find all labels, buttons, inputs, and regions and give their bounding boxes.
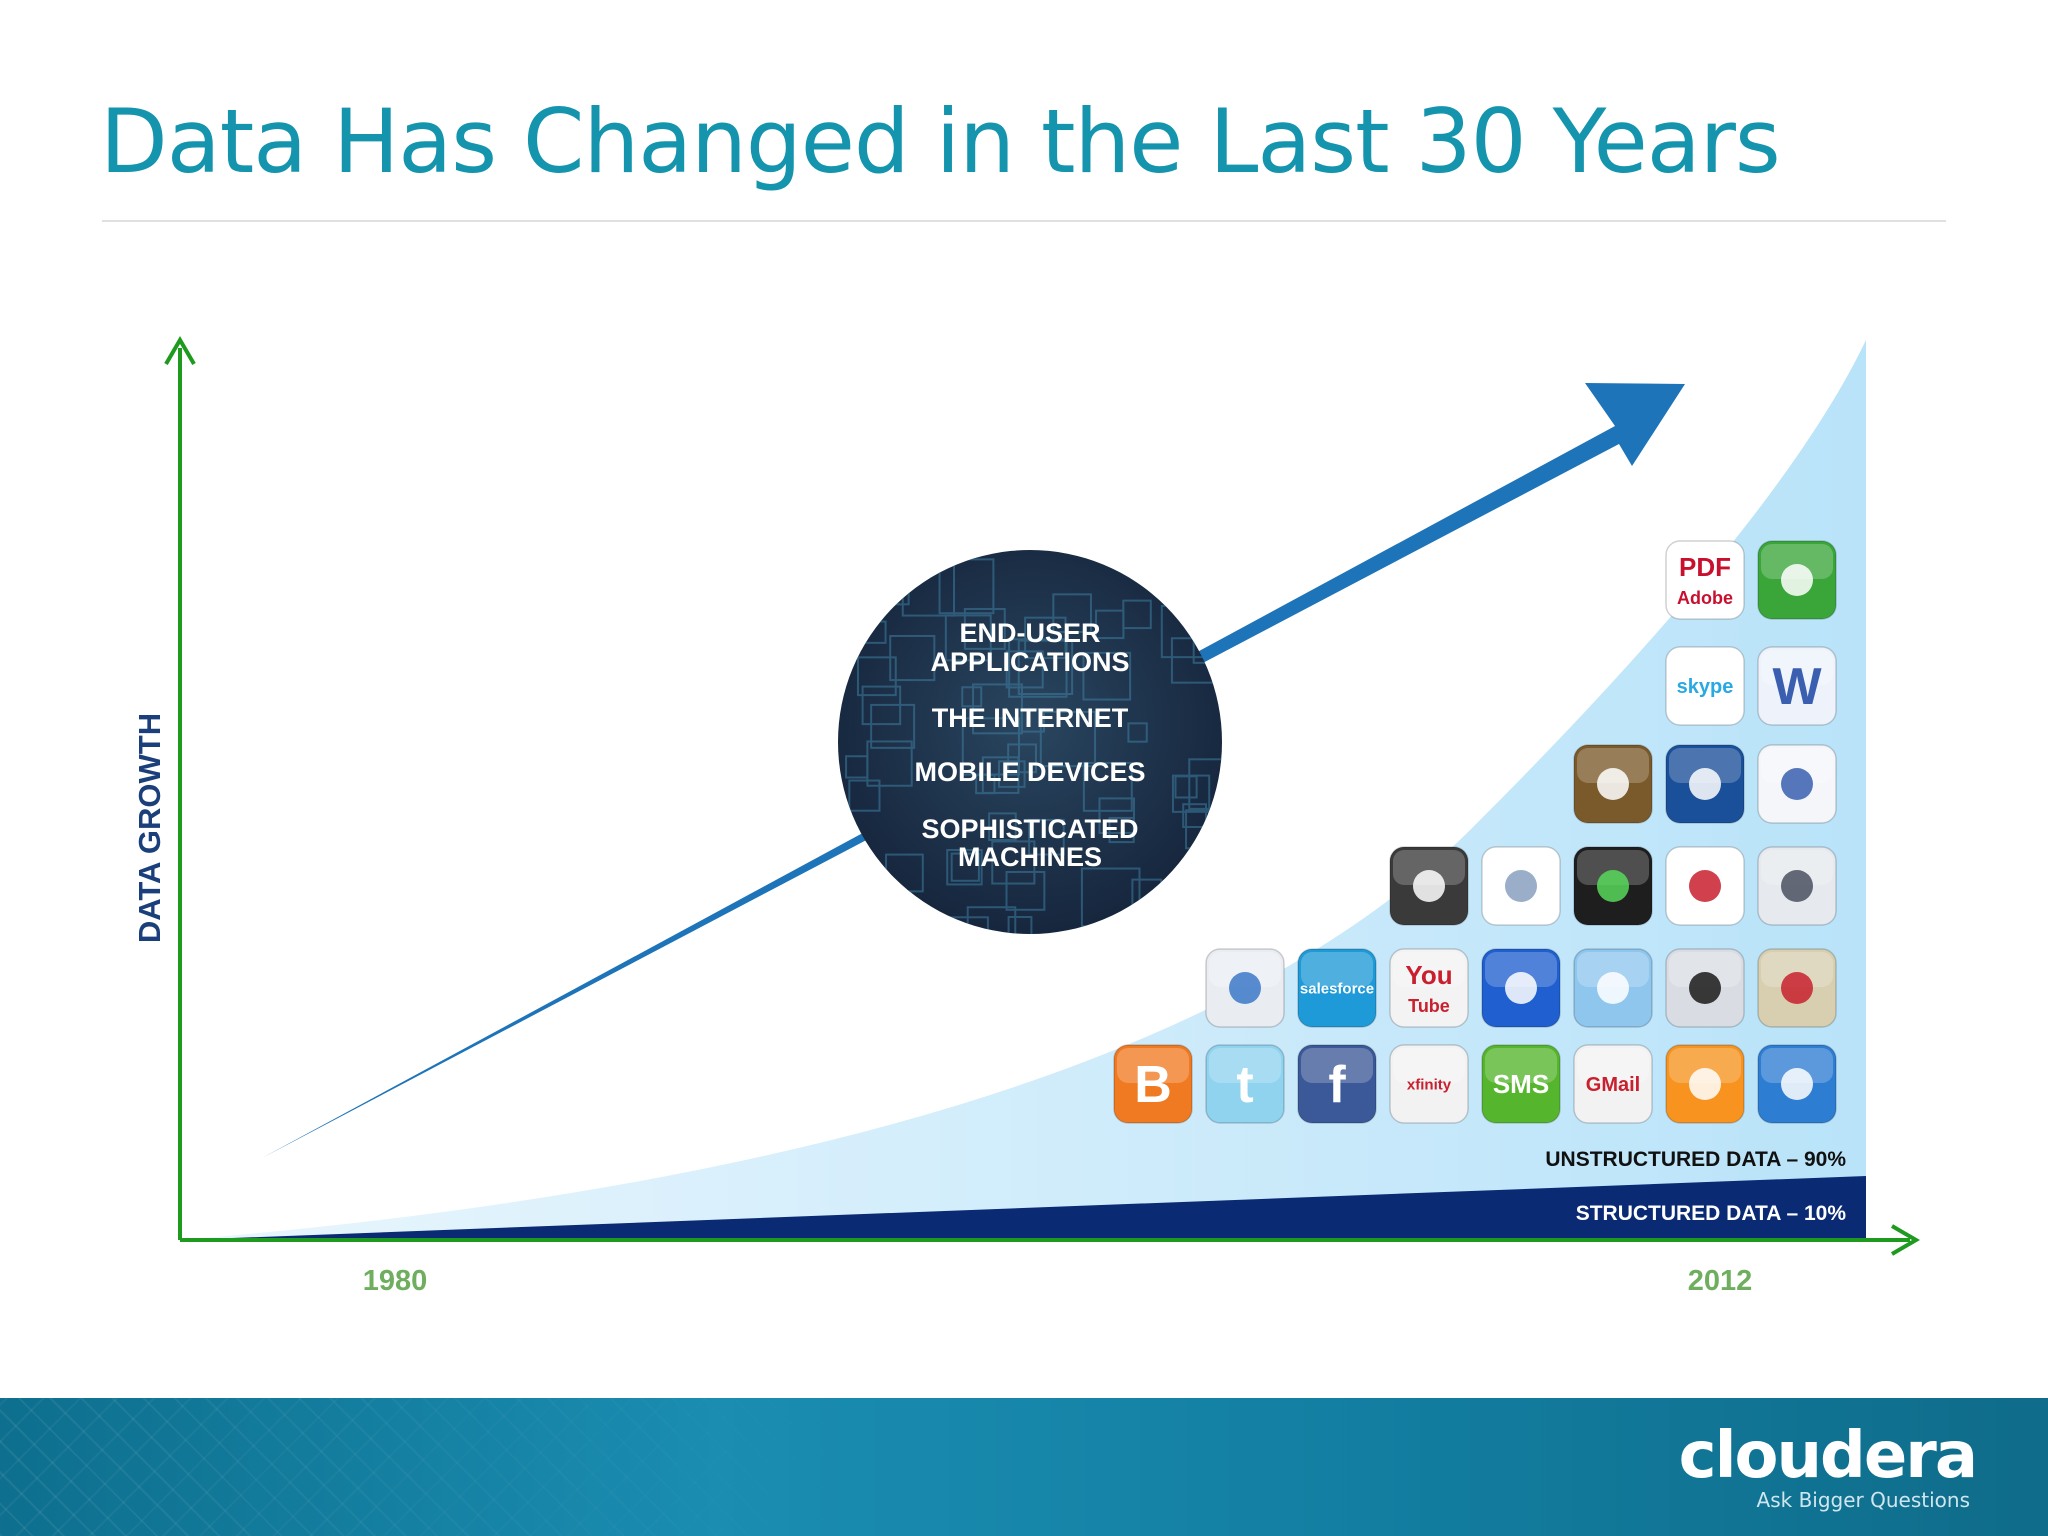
brand-tagline: Ask Bigger Questions: [1756, 1488, 1970, 1512]
slide-title: Data Has Changed in the Last 30 Years: [100, 90, 1781, 193]
svg-text:salesforce: salesforce: [1300, 980, 1374, 997]
rss-icon: [1665, 1044, 1745, 1124]
x-axis-arrowhead: [1890, 1224, 1920, 1256]
svg-text:B: B: [1134, 1056, 1172, 1114]
svg-text:You: You: [1405, 960, 1452, 990]
facebook-icon: f: [1297, 1044, 1377, 1124]
driver-label-machines: MACHINES: [958, 842, 1102, 872]
security-camera-icon: [1757, 846, 1837, 926]
remote-control-icon: [1389, 846, 1469, 926]
driver-label-internet: THE INTERNET: [932, 703, 1129, 733]
map-pin-icon: [1757, 948, 1837, 1028]
blogger-icon: B: [1113, 1044, 1193, 1124]
driver-label-end-user: END-USER: [959, 618, 1100, 648]
footer-pattern: [0, 1398, 900, 1536]
driver-label-applications: APPLICATIONS: [930, 647, 1129, 677]
svg-text:PDF: PDF: [1679, 552, 1731, 582]
app-window-icon: [1757, 744, 1837, 824]
skype-icon: skype: [1665, 646, 1745, 726]
medical-star-icon: [1665, 948, 1745, 1028]
svg-text:Adobe: Adobe: [1677, 588, 1733, 608]
x-start-year-label: 1980: [363, 1265, 428, 1297]
unstructured-data-label: UNSTRUCTURED DATA – 90%: [1545, 1148, 1846, 1171]
data-growth-diagram: DATA GROWTH 1980 2012 END-USER APPLICATI…: [132, 336, 1920, 1297]
y-axis-label: DATA GROWTH: [132, 713, 167, 943]
word-doc-icon: W: [1757, 646, 1837, 726]
youtube-icon: You Tube: [1389, 948, 1469, 1028]
svg-text:GMail: GMail: [1586, 1074, 1640, 1096]
x-end-year-label: 2012: [1688, 1265, 1753, 1297]
truck-icon: [1757, 540, 1837, 620]
drivers-circle: END-USER APPLICATIONS THE INTERNET MOBIL…: [838, 550, 1222, 934]
weather-globe-icon: [1665, 744, 1745, 824]
driver-label-sophisticated: SOPHISTICATED: [921, 814, 1138, 844]
svg-text:xfinity: xfinity: [1407, 1076, 1452, 1093]
svg-text:t: t: [1236, 1056, 1253, 1114]
twitter-icon: t: [1205, 1044, 1285, 1124]
svg-text:SMS: SMS: [1493, 1069, 1549, 1099]
pdf-adobe-icon: PDF Adobe: [1665, 540, 1745, 620]
svg-text:f: f: [1328, 1056, 1346, 1114]
svg-text:W: W: [1772, 658, 1822, 716]
sms-icon: SMS: [1481, 1044, 1561, 1124]
server-rack-icon: [1573, 846, 1653, 926]
title-divider: [102, 220, 1946, 222]
brand-name: cloudera: [1678, 1419, 1978, 1493]
gmail-icon: GMail: [1573, 1044, 1653, 1124]
chart-axes: [178, 348, 1910, 1242]
xfinity-icon: xfinity: [1389, 1044, 1469, 1124]
salesforce-icon: salesforce: [1297, 948, 1377, 1028]
dropbox-icon: [1757, 1044, 1837, 1124]
structured-data-label: STRUCTURED DATA – 10%: [1576, 1202, 1847, 1225]
calendar-icon: [1665, 846, 1745, 926]
cloudera-logo: cloudera Ask Bigger Questions: [1678, 1419, 1978, 1512]
footer-banner: cloudera Ask Bigger Questions: [0, 1398, 2048, 1536]
photo-camera-icon: [1573, 744, 1653, 824]
shopping-cart-icon: [1205, 948, 1285, 1028]
svg-text:skype: skype: [1677, 676, 1734, 698]
spreadsheet-icon: [1481, 846, 1561, 926]
svg-text:Tube: Tube: [1408, 996, 1450, 1016]
y-axis-arrowhead: [164, 336, 196, 366]
clapperboard-icon: [1481, 948, 1561, 1028]
driver-label-mobile: MOBILE DEVICES: [914, 757, 1145, 787]
stock-chart-icon: [1573, 948, 1653, 1028]
structured-data-area: [180, 1176, 1866, 1240]
